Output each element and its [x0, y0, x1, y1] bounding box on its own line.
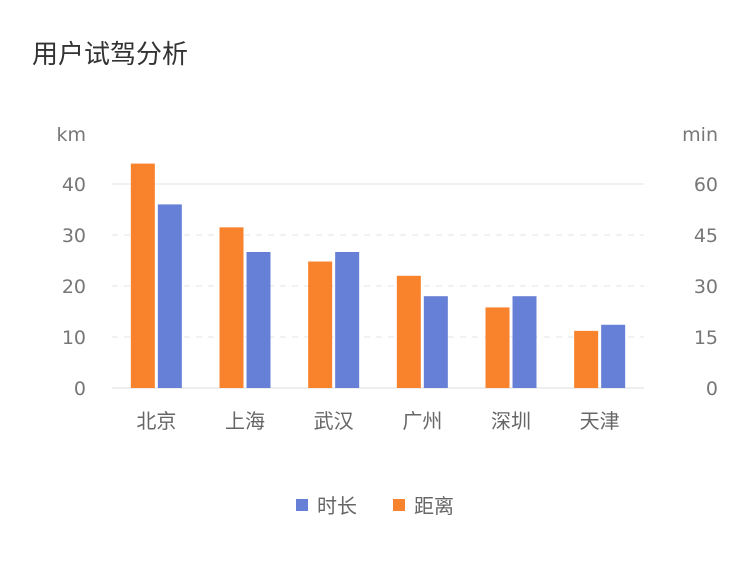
legend-label: 时长 [317, 494, 357, 518]
y-left-tick-label: 10 [62, 327, 86, 349]
chart-legend: 时长 距离 [0, 490, 750, 519]
y-right-tick-label: 0 [706, 378, 718, 400]
bar-distance [219, 227, 244, 388]
y-left-unit-label: km [56, 124, 86, 146]
y-left-tick-label: 30 [62, 225, 86, 247]
y-left-tick-label: 40 [62, 174, 86, 196]
y-left-tick-label: 0 [74, 378, 86, 400]
chart-title: 用户试驾分析 [32, 40, 189, 70]
x-tick-label: 上海 [225, 409, 265, 433]
y-right-tick-label: 15 [694, 327, 718, 349]
y-right-tick-label: 45 [694, 225, 718, 247]
y-right-unit-label: min [682, 124, 718, 146]
x-tick-label: 广州 [402, 409, 442, 433]
bar-duration [601, 324, 626, 388]
bar-distance [308, 261, 333, 388]
x-tick-label: 武汉 [314, 409, 354, 433]
legend-item[interactable]: 距离 [393, 490, 454, 519]
bar-duration [246, 252, 271, 388]
bar-duration [157, 204, 182, 388]
y-right-tick-label: 60 [694, 174, 718, 196]
x-tick-label: 深圳 [491, 409, 531, 433]
bar-duration [512, 296, 537, 388]
bar-distance [130, 163, 155, 388]
bar-distance [574, 330, 599, 388]
x-tick-label: 北京 [136, 409, 176, 433]
y-right-tick-label: 30 [694, 276, 718, 298]
bar-distance [485, 307, 510, 388]
y-left-tick-label: 20 [62, 276, 86, 298]
x-tick-label: 天津 [580, 409, 620, 433]
legend-item[interactable]: 时长 [296, 490, 357, 519]
legend-swatch [296, 498, 308, 511]
bar-distance [396, 275, 421, 388]
legend-swatch [393, 498, 405, 511]
bar-duration [335, 252, 360, 388]
bar-duration [423, 296, 448, 388]
legend-label: 距离 [414, 494, 454, 518]
